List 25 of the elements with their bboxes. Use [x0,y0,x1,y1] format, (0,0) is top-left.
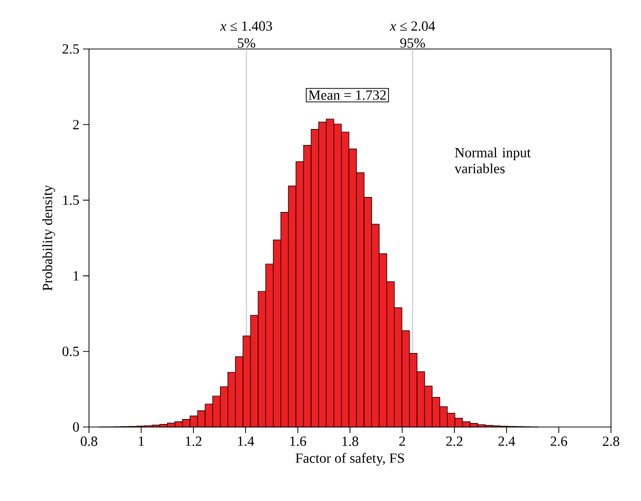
ref-line-label: x ≤ 1.403 [220,21,272,31]
y-tick-label: 0.5 [62,346,79,356]
ref-line-label: x ≤ 2.04 [390,21,436,31]
x-tick-label: 1.2 [186,436,202,446]
y-tick-label: 1 [74,271,79,280]
annotation: 95% [400,38,425,48]
x-tick-label: 2.6 [550,436,568,446]
x-tick-label: 1 [138,436,144,446]
y-tick-label: 2.5 [62,44,79,54]
x-tick-label: 1.4 [238,436,254,446]
x-tick-label: 0.8 [80,436,98,446]
x-tick-label: 1.8 [342,436,358,446]
annotation: Normal input variables [454,147,531,174]
y-tick-label: 2 [73,120,79,130]
x-tick-label: 2.2 [446,436,462,446]
y-tick-label: 0 [73,422,79,432]
y-tick-label: 1.5 [63,195,79,205]
x-tick-label: 2.8 [602,436,620,446]
x-tick-label: 2 [399,436,405,446]
x-tick-label: 2.4 [498,436,516,446]
x-tick-label: 1.6 [290,436,306,446]
annotation: 5% [238,38,256,48]
x-axis-title: Factor of safety, FS [296,452,404,466]
annotation: Mean = 1.732 [308,90,386,100]
y-axis-title: Probability density [42,184,56,291]
